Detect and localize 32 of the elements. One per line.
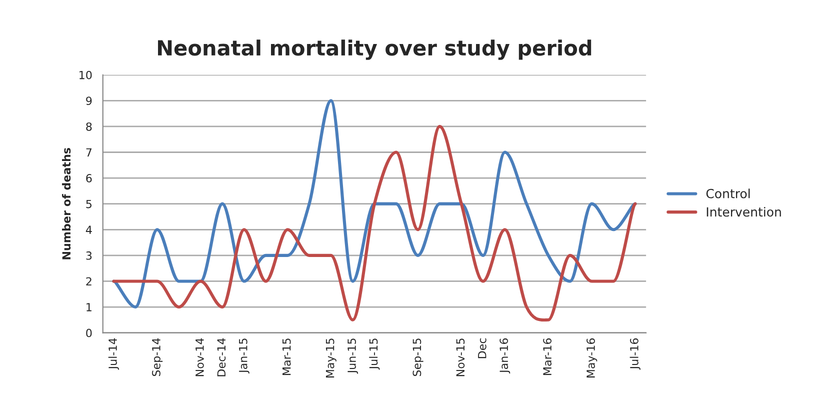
y-tick-label: 9 [86,96,92,106]
legend-label: Intervention [706,206,781,217]
y-tick-label: 5 [86,200,92,208]
x-tick-label: Sep-14 [152,338,163,376]
x-tick-label: Mar-16 [543,338,552,375]
x-tick-label: Jun-15 [348,338,358,374]
legend-label: Control [706,188,750,198]
chart-title: Neonatal mortality over study period [158,40,592,60]
x-tick-label: May-16 [586,338,598,378]
y-tick-label: 0 [86,328,92,338]
y-tick-label: 2 [86,277,92,286]
x-tick-label: Nov-15 [456,338,465,376]
y-tick-label: 6 [86,174,92,182]
y-tick-label: 10 [80,70,92,80]
x-tick-label: Nov-14 [196,338,204,376]
y-tick-label: 3 [86,251,92,260]
x-tick-label: Jul-14 [108,338,120,370]
x-tick-label: May-15 [326,338,336,378]
x-tick-label: Mar-15 [282,338,291,375]
x-tick-label: Jan-15 [239,338,250,374]
x-tick-label: Dec [478,338,486,358]
line-series [112,124,637,322]
x-tick-label: Sep-15 [412,338,424,376]
y-tick-label: 4 [86,226,92,234]
x-tick-label: Dec-14 [217,338,226,376]
y-tick-label: 7 [86,148,92,156]
y-tick-label: 8 [86,122,92,131]
x-tick-label: Jan-16 [500,338,510,374]
x-tick-label: Jul-15 [369,338,380,370]
y-axis-title: Number of deaths [62,148,71,260]
x-tick-label: Jul-16 [630,338,640,370]
y-tick-label: 1 [86,303,92,312]
